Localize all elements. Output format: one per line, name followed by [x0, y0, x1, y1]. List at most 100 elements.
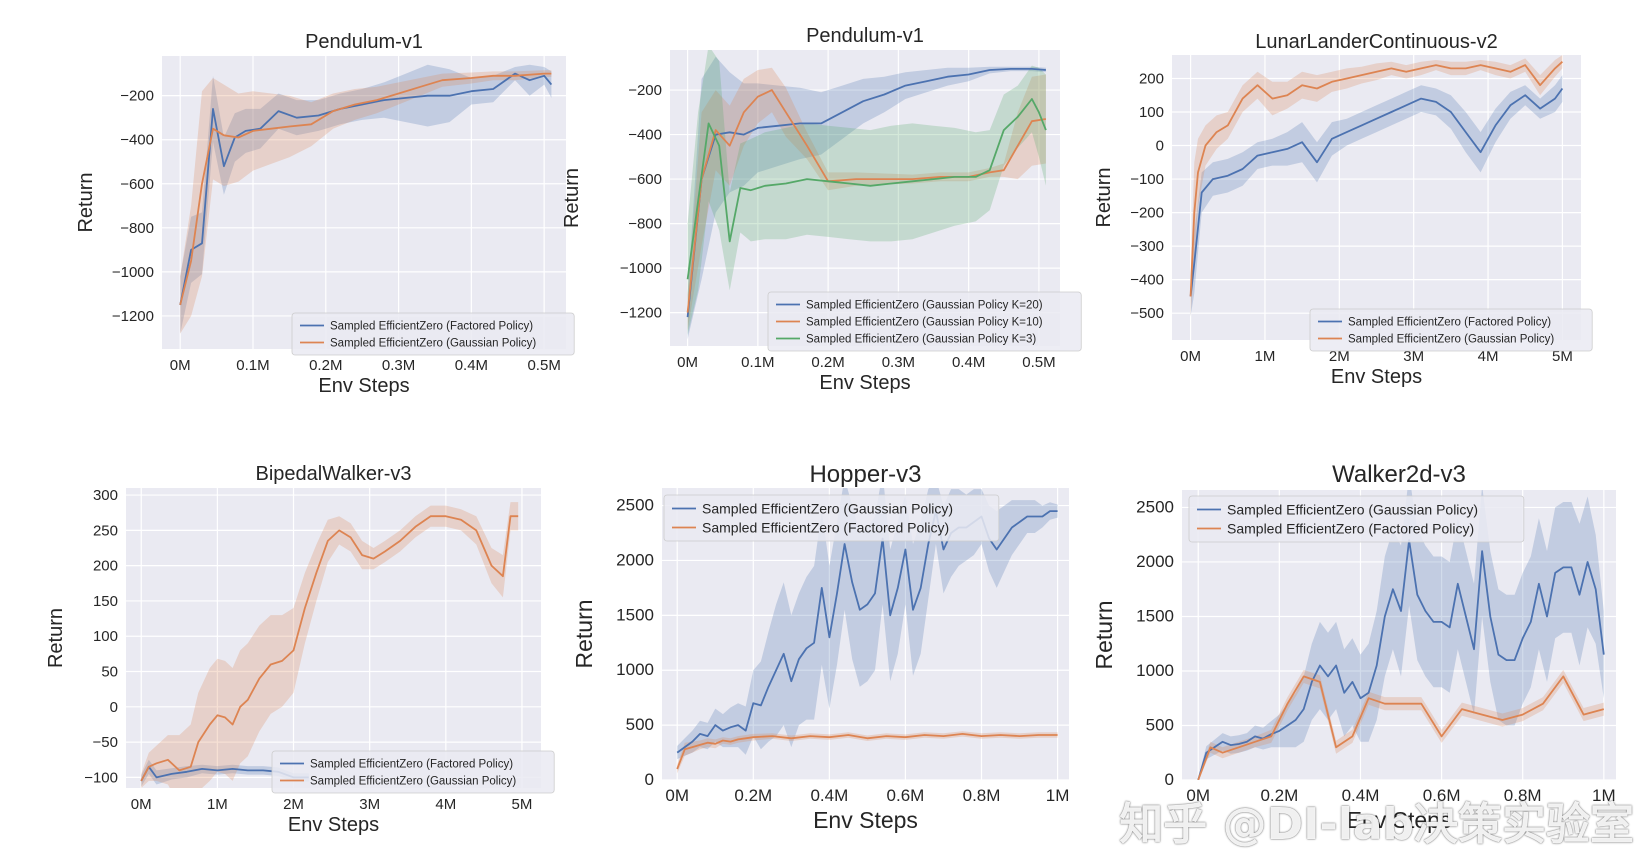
- legend: Sampled EfficientZero (Factored Policy) S…: [271, 750, 555, 794]
- series-line-blue: [1197, 539, 1605, 780]
- confidence-band-blue: [1198, 490, 1604, 780]
- y-tick-label: 250: [93, 522, 118, 539]
- x-axis-label: Env Steps: [1347, 807, 1452, 833]
- y-axis-label: Return: [45, 608, 67, 668]
- confidence-band-blue: [141, 759, 309, 787]
- x-tick-label: 2M: [1329, 348, 1350, 365]
- y-tick-label: 200: [1139, 70, 1164, 87]
- chart-2: 0M 0.1M 0.2M 0.3M 0.4M 0.5M −1200 −1000 −800 −600…: [561, 25, 1082, 394]
- x-tick-label: 0.3M: [882, 354, 915, 371]
- y-tick-label: 2000: [616, 550, 654, 569]
- legend-box: [1309, 308, 1593, 352]
- legend-box: [291, 312, 575, 356]
- plot-area: [126, 488, 541, 788]
- y-tick-label: −1000: [112, 264, 154, 281]
- y-tick-label: −100: [1130, 171, 1164, 188]
- x-tick-label: 0.8M: [963, 786, 1001, 805]
- confidence-band-blue: [677, 488, 1058, 760]
- y-tick-label: −1000: [620, 260, 662, 277]
- y-tick-label: 0: [110, 699, 118, 716]
- y-tick-label: 300: [93, 487, 118, 504]
- y-tick-label: −200: [628, 82, 662, 99]
- y-tick-label: −400: [1130, 272, 1164, 289]
- chart-title: Walker2d-v3: [1332, 461, 1466, 488]
- series-line-green: [686, 98, 1047, 280]
- y-tick-label: 1500: [616, 605, 654, 624]
- x-tick-label: 0.2M: [309, 357, 342, 374]
- chart-title: Pendulum-v1: [806, 25, 924, 47]
- x-axis-label: Env Steps: [813, 807, 918, 833]
- legend: Sampled EfficientZero (Factored Policy) S…: [1309, 308, 1593, 352]
- series-line-blue: [676, 510, 1058, 754]
- legend-box: [1188, 495, 1525, 543]
- series-group: [1189, 55, 1564, 317]
- series-group: [1197, 490, 1605, 780]
- x-tick-label: 0.3M: [382, 357, 415, 374]
- y-tick-label: 1000: [616, 660, 654, 679]
- confidence-band-blue: [687, 56, 1046, 340]
- y-tick-label: −500: [1130, 305, 1164, 322]
- y-tick-label: −200: [1130, 205, 1164, 222]
- chart-title: BipedalWalker-v3: [256, 463, 412, 485]
- x-axis-label: Env Steps: [819, 372, 910, 394]
- legend-label: Sampled EfficientZero (Factored Policy): [1227, 521, 1474, 537]
- chart-1: 0M 0.1M 0.2M 0.3M 0.4M 0.5M −1200 −1000 −800 −600…: [75, 31, 575, 397]
- x-tick-label: 0M: [1180, 348, 1201, 365]
- x-tick-label: 0M: [170, 357, 191, 374]
- series-line-orange: [1197, 675, 1605, 780]
- legend: Sampled EfficientZero (Factored Policy) S…: [291, 312, 575, 356]
- series-line-orange: [676, 733, 1058, 770]
- x-tick-label: 0M: [665, 786, 689, 805]
- legend-label: Sampled EfficientZero (Gaussian Policy K…: [806, 334, 1036, 346]
- x-tick-label: 0.5M: [1022, 354, 1055, 371]
- y-tick-label: 500: [1146, 715, 1174, 734]
- x-tick-label: 0.2M: [734, 786, 772, 805]
- x-tick-label: 0M: [131, 796, 152, 813]
- x-tick-label: 2M: [283, 796, 304, 813]
- x-tick-label: 0.2M: [811, 354, 844, 371]
- series-line-orange: [686, 89, 1047, 313]
- y-tick-label: −50: [93, 734, 118, 751]
- series-line-orange: [1189, 61, 1564, 297]
- confidence-band-blue: [1190, 75, 1563, 317]
- chart-title: Pendulum-v1: [305, 31, 423, 53]
- confidence-band-orange: [1198, 669, 1604, 780]
- y-tick-label: −800: [628, 216, 662, 233]
- x-tick-label: 0.5M: [527, 357, 560, 374]
- legend-label: Sampled EfficientZero (Gaussian Policy K…: [806, 300, 1043, 312]
- legend-label: Sampled EfficientZero (Gaussian Policy): [330, 338, 536, 350]
- x-axis-label: Env Steps: [1331, 366, 1422, 388]
- series-group: [676, 488, 1058, 774]
- x-tick-label: 0.4M: [455, 357, 488, 374]
- x-axis-label: Env Steps: [288, 814, 379, 836]
- chart-4: 0M 1M 2M 3M 4M 5M −100 −50 0 50 100 150 200 250 300 Bip…: [45, 463, 555, 836]
- y-tick-label: −600: [628, 171, 662, 188]
- x-tick-label: 0.2M: [1260, 786, 1298, 805]
- x-tick-label: 5M: [512, 796, 533, 813]
- x-tick-label: 0.4M: [952, 354, 985, 371]
- x-tick-label: 0.6M: [1423, 786, 1461, 805]
- x-tick-label: 4M: [1478, 348, 1499, 365]
- y-tick-label: 0: [645, 770, 654, 789]
- x-tick-label: 1M: [1046, 786, 1070, 805]
- chart-5: 0M 0.2M 0.4M 0.6M 0.8M 1M 0 500 1000 1500 2000 2500…: [571, 461, 1069, 833]
- legend-box: [271, 750, 555, 794]
- legend-label: Sampled EfficientZero (Gaussian Policy): [702, 501, 953, 517]
- x-tick-label: 0.6M: [887, 786, 925, 805]
- y-axis-label: Return: [571, 599, 597, 668]
- y-tick-label: −600: [120, 176, 154, 193]
- y-axis-label: Return: [1091, 600, 1117, 669]
- y-tick-label: 500: [626, 715, 654, 734]
- series-line-orange: [140, 515, 519, 782]
- y-tick-label: −100: [84, 769, 118, 786]
- y-tick-label: 1000: [1136, 661, 1174, 680]
- y-tick-label: 1500: [1136, 606, 1174, 625]
- y-axis-label: Return: [75, 172, 97, 232]
- x-tick-label: 0.8M: [1504, 786, 1542, 805]
- y-tick-label: 200: [93, 558, 118, 575]
- x-tick-label: 0.4M: [1342, 786, 1380, 805]
- y-tick-label: −400: [628, 127, 662, 144]
- legend-label: Sampled EfficientZero (Gaussian Policy): [310, 776, 516, 788]
- legend-box: [767, 291, 1082, 352]
- x-tick-label: 1M: [207, 796, 228, 813]
